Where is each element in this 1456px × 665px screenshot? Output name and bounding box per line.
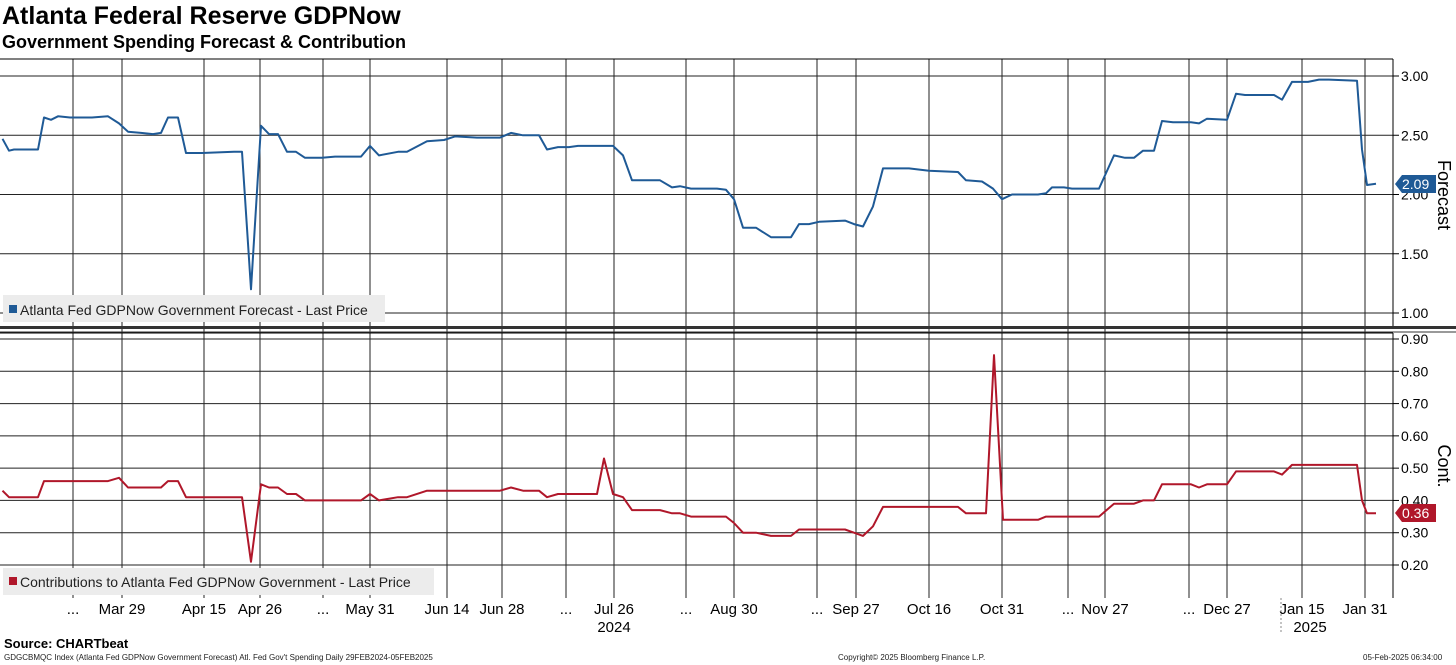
x-year-label-1: 2025: [1293, 619, 1326, 636]
x-tick-label-19: Dec 27: [1203, 601, 1251, 618]
x-tick-label-13: Sep 27: [832, 601, 880, 618]
y-tick-label-1-5: 0.70: [1401, 396, 1428, 412]
x-tick-label-3: Apr 26: [238, 601, 282, 618]
x-tick-label-11: Aug 30: [710, 601, 758, 618]
x-tick-label-18: ...: [1183, 601, 1196, 618]
legend-forecast: Atlanta Fed GDPNow Government Forecast -…: [3, 295, 385, 322]
y-axis-title-contribution: Cont.: [1434, 444, 1454, 487]
y-tick-label-1-3: 0.50: [1401, 460, 1428, 476]
footer-timestamp: 05-Feb-2025 06:34:00: [1363, 653, 1443, 662]
x-tick-label-1: Mar 29: [99, 601, 146, 618]
x-tick-label-15: Oct 31: [980, 601, 1024, 618]
y-tick-label-1-7: 0.90: [1401, 331, 1428, 347]
footer-description: GDGCBMQC Index (Atlanta Fed GDPNow Gover…: [4, 653, 433, 662]
series-line-0-0: [1, 78, 1377, 291]
x-tick-label-2: Apr 15: [182, 601, 226, 618]
y-tick-label-0-3: 2.50: [1401, 127, 1428, 143]
x-year-label-0: 2024: [597, 619, 630, 636]
y-tick-label-1-6: 0.80: [1401, 363, 1428, 379]
legend-contribution: Contributions to Atlanta Fed GDPNow Gove…: [3, 568, 434, 595]
y-tick-label-1-4: 0.60: [1401, 428, 1428, 444]
chart-title: Atlanta Federal Reserve GDPNow: [2, 2, 401, 30]
y-axis-title-forecast: Forecast: [1434, 160, 1454, 230]
x-tick-label-4: ...: [317, 601, 330, 618]
x-tick-label-10: ...: [680, 601, 693, 618]
x-tick-label-9: Jul 26: [594, 601, 634, 618]
x-tick-label-17: Nov 27: [1081, 601, 1129, 618]
x-tick-label-20: Jan 15: [1279, 601, 1324, 618]
legend-forecast-label: Atlanta Fed GDPNow Government Forecast -…: [20, 302, 368, 318]
x-tick-label-21: Jan 31: [1342, 601, 1387, 618]
series-lines: [1, 78, 1377, 563]
last-value-contribution: 0.36: [1395, 504, 1436, 522]
legend-forecast-swatch: [9, 305, 17, 313]
last-value-contribution-label: 0.36: [1402, 505, 1429, 521]
x-tick-label-12: ...: [811, 601, 824, 618]
last-value-forecast-label: 2.09: [1402, 176, 1429, 192]
last-value-forecast: 2.09: [1395, 175, 1436, 193]
footer-copyright: Copyright© 2025 Bloomberg Finance L.P.: [838, 653, 986, 662]
chart-subtitle: Government Spending Forecast & Contribut…: [2, 32, 407, 52]
y-tick-label-1-0: 0.20: [1401, 557, 1428, 573]
x-tick-label-0: ...: [67, 601, 80, 618]
legend-contribution-swatch: [9, 577, 17, 585]
x-tick-label-6: Jun 14: [424, 601, 469, 618]
series-line-1-0: [1, 354, 1376, 563]
y-tick-label-0-4: 3.00: [1401, 68, 1428, 84]
source-note: Source: CHARTbeat: [4, 636, 129, 651]
legend-contribution-label: Contributions to Atlanta Fed GDPNow Gove…: [20, 574, 411, 590]
x-tick-label-8: ...: [560, 601, 573, 618]
y-tick-label-1-1: 0.30: [1401, 525, 1428, 541]
axes: 1.001.502.002.503.000.200.300.400.500.60…: [0, 59, 1456, 636]
x-tick-label-14: Oct 16: [907, 601, 951, 618]
x-tick-label-5: May 31: [345, 601, 394, 618]
y-tick-label-0-1: 1.50: [1401, 246, 1428, 262]
x-tick-label-16: ...: [1062, 601, 1075, 618]
y-tick-label-0-0: 1.00: [1401, 305, 1428, 321]
x-tick-label-7: Jun 28: [479, 601, 524, 618]
